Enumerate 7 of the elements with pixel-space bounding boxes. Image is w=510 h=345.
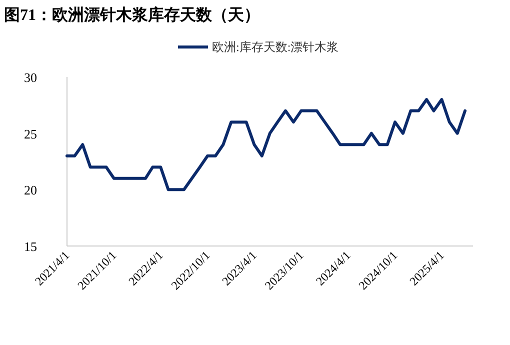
ytick: 30 <box>24 70 37 85</box>
ytick: 15 <box>24 239 37 254</box>
ytick: 25 <box>24 126 37 142</box>
ytick: 20 <box>24 182 37 198</box>
legend-label: 欧洲:库存天数:漂针木浆 <box>212 40 339 54</box>
title: 图71：欧洲漂针木浆库存天数（天） <box>4 7 260 24</box>
legend: 欧洲:库存天数:漂针木浆 <box>178 40 339 54</box>
